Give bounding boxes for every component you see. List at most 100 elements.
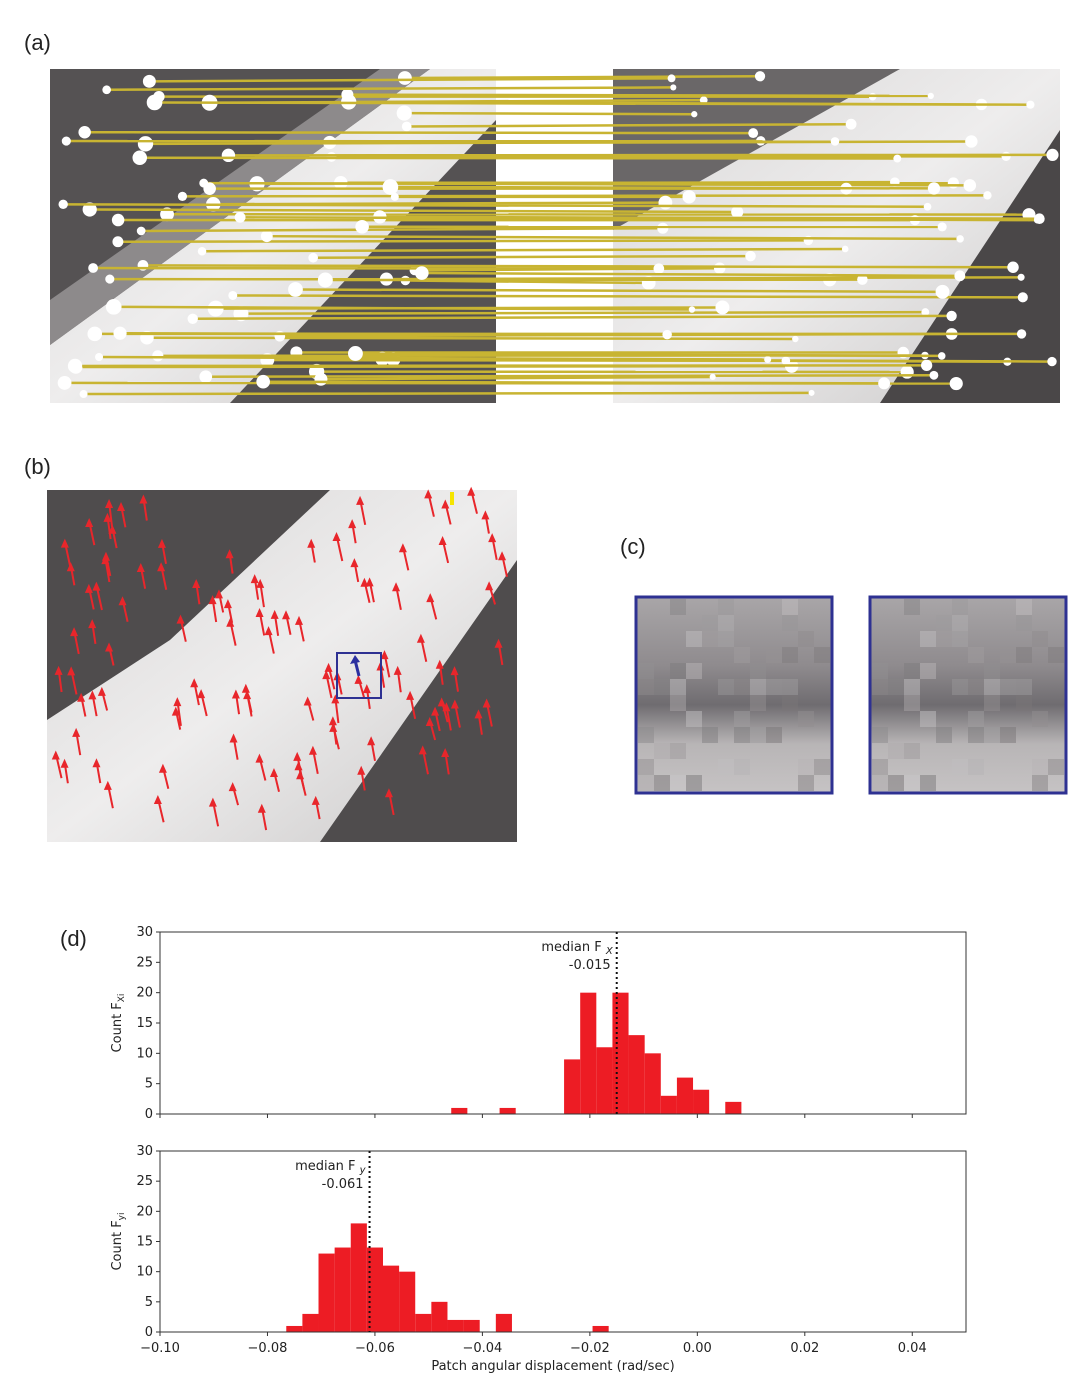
keypoint-marker [146,94,163,111]
flow-arrowhead [255,753,264,763]
histogram-bar [415,1313,432,1332]
patch-pixel [920,663,936,679]
keypoint-marker [731,205,744,219]
flow-arrowhead [118,596,127,606]
keypoint-marker [1017,273,1025,281]
flow-arrowhead [105,498,114,508]
histogram-bar [628,1035,645,1114]
keypoint-marker [112,236,124,248]
match-line [139,156,898,160]
flow-arrowhead [51,750,60,760]
histogram-bar [350,1223,367,1332]
match-line [320,375,713,381]
flow-arrowhead [231,689,240,699]
histogram-bar [612,992,629,1114]
patch-pixel [1016,647,1032,663]
flow-arrowhead [171,706,180,716]
match-line [347,93,931,98]
keypoint-marker [67,358,83,374]
flow-arrowhead [66,562,75,572]
patch-pixel [718,679,734,695]
keypoint-marker [713,262,726,274]
y-tick-label: 25 [136,955,153,970]
keypoint-marker [82,202,97,217]
keypoint-marker [1026,100,1035,109]
keypoint-marker [947,177,959,189]
match-line [202,247,846,253]
median-value: -0.015 [569,958,611,973]
patch-pixel [686,775,702,791]
flow-arrowhead [348,519,357,529]
match-line [93,266,659,270]
flow-arrowhead [365,577,374,587]
patch-pixel [670,663,686,679]
histogram-bar [382,1265,400,1332]
patch-pixel [734,759,750,775]
histogram-bar [318,1253,335,1332]
patch-pixel [670,679,686,695]
panel-label-a: (a) [24,30,51,55]
match-line [192,314,952,321]
keypoint-marker [203,182,216,195]
patch-pixel [984,727,1000,743]
keypoint-marker [900,365,914,379]
y-tick-label: 15 [136,1235,153,1250]
patch-pixel [766,647,782,663]
flow-arrowhead [117,502,126,512]
keypoint-marker [199,370,213,384]
keypoint-marker [923,202,932,211]
keypoint-marker [61,136,71,146]
flow-arrowhead [226,617,235,627]
patch-pixel [1032,711,1048,727]
flow-arrowhead [294,761,303,771]
flow-arrowhead [60,538,69,548]
keypoint-marker [956,235,964,243]
keypoint-marker [88,263,98,273]
histogram-bar [644,1053,661,1114]
flow-arrowhead [311,795,320,805]
flow-arrowhead [425,716,434,726]
keypoint-marker [781,356,791,366]
keypoint-marker [228,290,238,300]
x-tick-label: −0.02 [570,1341,610,1356]
patch-pixel [1016,615,1032,631]
keypoint-marker [845,118,857,130]
y-tick-label: 20 [136,986,153,1001]
keypoint-marker [764,356,772,364]
patch-pixel [872,727,888,743]
match-line [240,216,1038,222]
keypoint-marker [401,121,412,132]
histogram-bar [660,1095,677,1114]
keypoint-marker [937,222,947,232]
match-line [117,239,809,243]
patch-pixel [814,759,830,775]
flow-arrowhead [67,666,76,676]
histogram-bar [564,1059,581,1114]
median-label: median F X [541,940,613,957]
patch-pixel [782,599,798,615]
keypoint-marker [132,150,148,166]
keypoint-marker [893,154,902,163]
patch-pixel [1032,775,1048,791]
keypoint-marker [937,352,946,360]
flow-arrowhead [380,650,389,660]
keypoint-marker [830,137,840,146]
flow-arrowhead [435,659,444,669]
keypoint-marker [657,222,669,234]
keypoint-marker [95,353,104,362]
keypoint-marker [102,85,112,95]
histogram-bar [366,1247,383,1332]
keypoint-marker [234,211,246,223]
keypoint-marker [745,250,756,262]
flow-arrowhead [103,780,112,790]
patch-pixel [670,743,686,759]
keypoint-marker [927,182,941,195]
match-line [406,122,852,128]
patch-pixel [952,679,968,695]
patch-pixel [968,759,984,775]
patch-comparison-panel [634,595,1068,795]
flow-arrowhead [438,536,447,546]
patch-pixel [888,679,904,695]
keypoint-marker [1047,356,1057,367]
